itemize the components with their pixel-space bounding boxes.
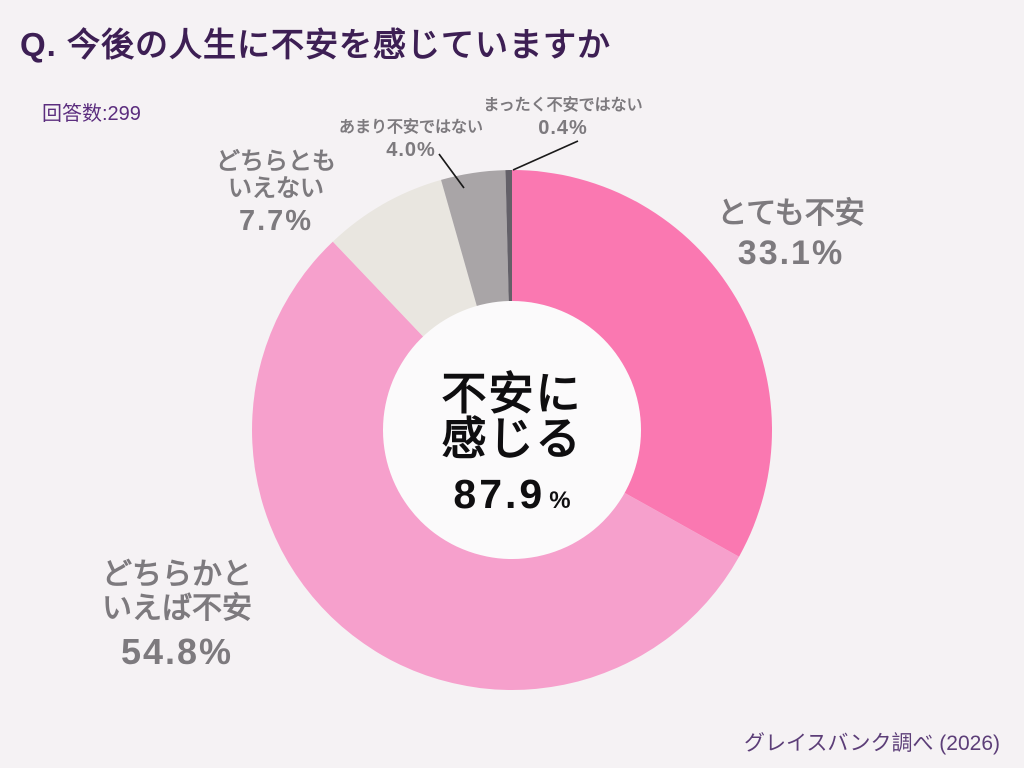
segment-label-text: まったく不安ではない bbox=[483, 97, 643, 114]
segment-label-text: とても不安 bbox=[717, 197, 865, 230]
segment-label-text-line2: いえば不安 bbox=[102, 591, 252, 625]
donut-center-label: 不安に 感じる 87.9% bbox=[441, 371, 582, 518]
segment-label-pct: 33.1% bbox=[737, 233, 845, 272]
segment-label-text-line1: どちらかと bbox=[102, 558, 252, 591]
center-label-line2: 感じる bbox=[441, 413, 583, 464]
segment-label-text-line2: いえない bbox=[228, 174, 324, 202]
donut-segments bbox=[252, 170, 773, 690]
donut-segment-2 bbox=[332, 179, 478, 338]
segment-label-pct: 7.7% bbox=[238, 204, 314, 237]
leader-line-0.4pct bbox=[512, 140, 579, 171]
segment-label-mattaku-fuan-dewanai: まったく不安ではない 0.4% bbox=[483, 97, 642, 139]
segment-label-pct: 54.8% bbox=[120, 631, 234, 673]
respondents-count: 回答数:299 bbox=[42, 103, 141, 125]
segment-label-text-line1: どちらとも bbox=[216, 148, 336, 175]
segment-label-amari-fuan-dewanai: あまり不安ではない 4.0% bbox=[339, 119, 483, 161]
segment-label-pct: 4.0% bbox=[386, 138, 436, 161]
leader-line-4.0pct bbox=[438, 153, 465, 189]
donut-segment-3 bbox=[441, 170, 509, 307]
center-unit: % bbox=[549, 487, 571, 514]
donut-segment-1 bbox=[252, 241, 740, 690]
segment-label-dochiratomo-ienai: どちらとも いえない 7.7% bbox=[216, 148, 336, 237]
center-value-row: 87.9% bbox=[441, 471, 582, 518]
center-label-line1: 不安に bbox=[441, 368, 583, 419]
survey-credit: グレイスバンク調べ (2026) bbox=[744, 732, 1000, 755]
donut-segment-4 bbox=[505, 170, 512, 303]
center-value: 87.9 bbox=[453, 471, 546, 517]
segment-label-pct: 0.4% bbox=[538, 116, 588, 139]
segment-label-totemo-fuan: とても不安 33.1% bbox=[717, 197, 865, 272]
page-title: Q. 今後の人生に不安を感じていますか bbox=[20, 26, 612, 63]
segment-label-text: あまり不安ではない bbox=[338, 119, 484, 136]
segment-label-dochiraka-to-ieba-fuan: どちらかと いえば不安 54.8% bbox=[102, 558, 252, 673]
donut-segment-0 bbox=[512, 170, 773, 557]
donut-hole bbox=[383, 301, 641, 559]
